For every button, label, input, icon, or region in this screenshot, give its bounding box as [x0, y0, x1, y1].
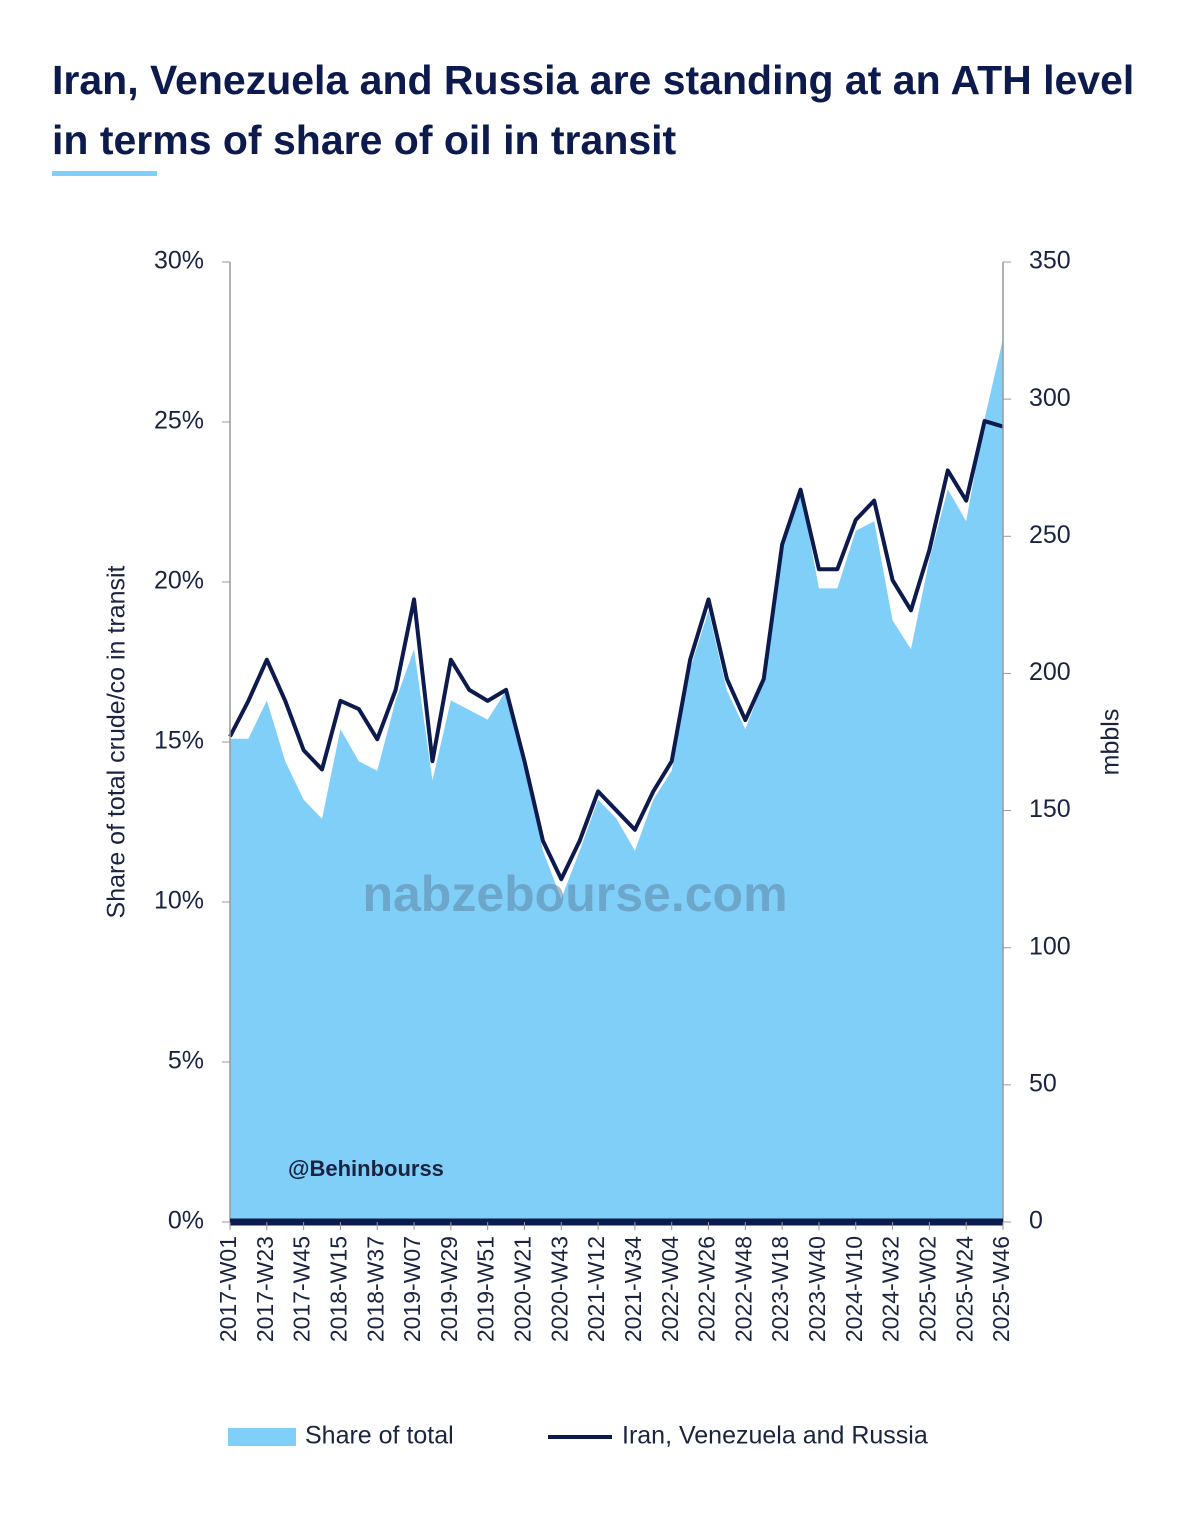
x-tick-label: 2022-W04: [657, 1236, 683, 1342]
annotation: @Behinbourss: [288, 1156, 444, 1181]
legend-label: Share of total: [305, 1422, 454, 1450]
x-tick-label: 2025-W24: [951, 1236, 977, 1342]
y-tick-label: 20%: [154, 567, 204, 595]
y-tick-label: 30%: [154, 247, 204, 275]
x-tick-label: 2019-W51: [473, 1236, 499, 1342]
x-tick-label: 2021-W12: [583, 1236, 609, 1342]
area: [230, 338, 1003, 1222]
x-tick-label: 2020-W43: [546, 1236, 572, 1342]
x-tick-label: 2025-W46: [988, 1236, 1014, 1342]
x-tick-label: 2022-W48: [730, 1236, 756, 1342]
x-tick-label: 2017-W23: [252, 1236, 278, 1342]
x-tick-label: 2023-W18: [767, 1236, 793, 1342]
line: [228, 419, 1004, 882]
x-tick-label: 2025-W02: [914, 1236, 940, 1342]
x-tick-label: 2018-W15: [326, 1236, 352, 1342]
y2-tick-label: 300: [1029, 384, 1071, 412]
y2-tick-label: 100: [1029, 932, 1071, 960]
x-tick-label: 2019-W29: [436, 1236, 462, 1342]
y-tick-label: 5%: [168, 1047, 204, 1075]
y-tick-label: 25%: [154, 407, 204, 435]
chart-title: Iran, Venezuela and Russia are standing …: [52, 57, 1135, 163]
x-tick-label: 2019-W07: [399, 1236, 425, 1342]
y2-tick-label: 0: [1029, 1207, 1043, 1235]
y2-tick-label: 350: [1029, 247, 1071, 275]
legend-label: Iran, Venezuela and Russia: [622, 1422, 928, 1450]
x-tick-label: 2017-W45: [289, 1236, 315, 1342]
legend-swatch: [228, 1428, 296, 1446]
y2-axis-label: mbbls: [1097, 709, 1125, 776]
x-tick-label: 2017-W01: [215, 1236, 241, 1342]
x-tick-label: 2023-W40: [804, 1236, 830, 1342]
x-tick-label: 2024-W32: [878, 1236, 904, 1342]
y2-tick-label: 150: [1029, 795, 1071, 823]
x-tick-label: 2022-W26: [694, 1236, 720, 1342]
y-axis-label: Share of total crude/co in transit: [103, 565, 131, 918]
y2-tick-label: 200: [1029, 658, 1071, 686]
x-tick-label: 2018-W37: [362, 1236, 388, 1342]
x-tick-label: 2024-W10: [841, 1236, 867, 1342]
x-tick-label: 2021-W34: [620, 1236, 646, 1342]
y2-tick-label: 50: [1029, 1069, 1057, 1097]
watermark: nabzebourse.com: [362, 866, 787, 922]
y2-tick-label: 250: [1029, 521, 1071, 549]
x-tick-label: 2020-W21: [510, 1236, 536, 1342]
y-tick-label: 10%: [154, 887, 204, 915]
y-tick-label: 15%: [154, 727, 204, 755]
title-underline: [52, 171, 157, 176]
y-tick-label: 0%: [168, 1207, 204, 1235]
